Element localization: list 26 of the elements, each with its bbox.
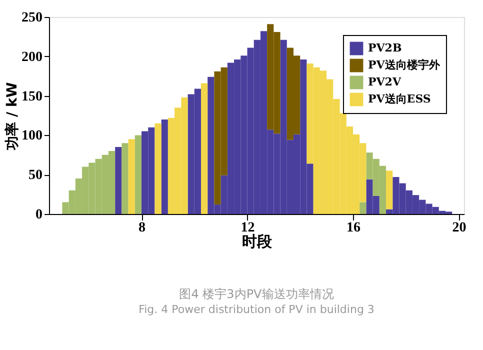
bar [386, 170, 393, 210]
x-axis-title: 时段 [242, 232, 273, 250]
bar [154, 123, 162, 214]
legend-label: PV送向楼宇外 [368, 58, 441, 72]
x-tick-label: 20 [452, 220, 466, 236]
legend-label: PV2V [368, 76, 402, 88]
y-tick-label: 150 [22, 89, 42, 104]
x-tick-label: 8 [138, 220, 146, 236]
y-axis-title: 功率 / kW [4, 82, 20, 151]
bar [161, 119, 168, 214]
legend-label: PV送向ESS [368, 92, 431, 106]
y-tick-label: 100 [22, 128, 42, 144]
y-tick-label: 250 [22, 10, 42, 26]
y-tick-label: 0 [36, 208, 42, 222]
y-tick-label: 200 [22, 50, 42, 65]
caption: Fig. 4 Power distribution of PV in building 3 [138, 303, 374, 316]
bar [115, 147, 122, 214]
x-tick-label: 16 [346, 220, 360, 236]
bar [200, 83, 208, 214]
caption: 图4 楼宇3内PV输送功率情况 [179, 287, 334, 301]
bar [360, 202, 366, 214]
bar [128, 139, 135, 214]
legend-label: PV2B [368, 42, 402, 54]
bar [122, 143, 128, 214]
bar [134, 135, 142, 214]
y-tick-label: 50 [28, 168, 42, 184]
